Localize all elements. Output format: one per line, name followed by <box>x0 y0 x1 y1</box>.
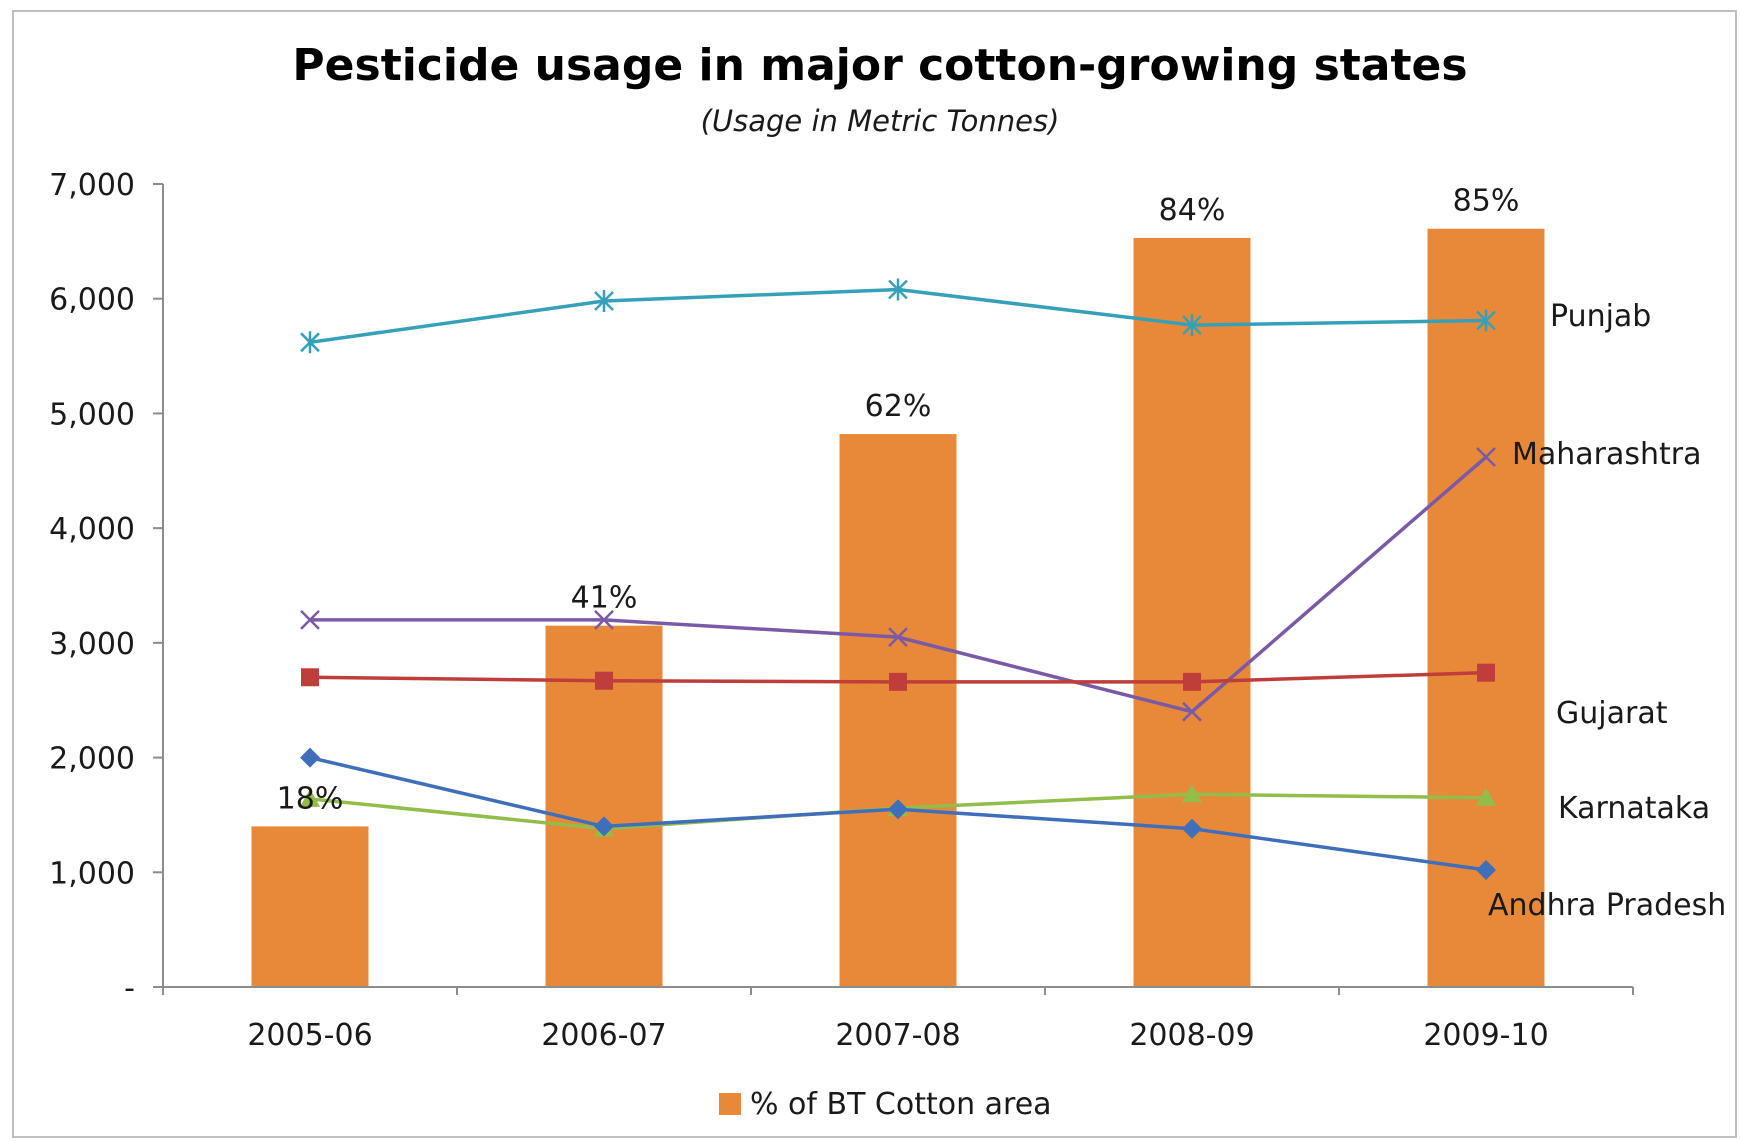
series-label-punjab: Punjab <box>1550 299 1651 334</box>
point-karnataka-2005-06 <box>300 788 320 807</box>
point-maharashtra-2007-08 <box>888 627 908 648</box>
legend-label-bt-cotton: % of BT Cotton area <box>750 1087 1052 1122</box>
x-tick-label: 2005-06 <box>247 1018 372 1053</box>
y-tick-label: 4,000 <box>49 512 135 547</box>
point-andhra-pradesh-2008-09 <box>1182 818 1202 839</box>
x-tick-label: 2007-08 <box>835 1018 960 1053</box>
bar-data-label-2005-06: 18% <box>277 781 344 816</box>
point-gujarat-2008-09 <box>1183 672 1201 691</box>
series-label-maharashtra: Maharashtra <box>1512 437 1702 472</box>
y-tick-label: 1,000 <box>49 856 135 891</box>
point-gujarat-2006-07 <box>595 671 613 690</box>
legend-swatch-bt-cotton <box>719 1093 741 1115</box>
bar-2007-08 <box>839 434 957 987</box>
point-gujarat-2009-10 <box>1477 663 1495 682</box>
series-label-gujarat: Gujarat <box>1556 696 1668 731</box>
point-andhra-pradesh-2009-10 <box>1476 859 1496 880</box>
point-gujarat-2005-06 <box>301 668 319 687</box>
series-label-andhra-pradesh: Andhra Pradesh <box>1488 888 1726 923</box>
series-gujarat <box>301 663 1495 691</box>
bar-data-label-2007-08: 62% <box>865 389 932 424</box>
bar-data-label-2006-07: 41% <box>571 581 638 616</box>
bars-layer <box>251 228 1545 987</box>
point-maharashtra-2009-10 <box>1476 447 1496 467</box>
y-tick-label: 6,000 <box>49 283 135 318</box>
chart-subtitle: (Usage in Metric Tonnes) <box>701 104 1060 138</box>
x-tick-label: 2006-07 <box>541 1018 666 1053</box>
series-label-karnataka: Karnataka <box>1558 791 1710 826</box>
x-tick-label: 2009-10 <box>1423 1018 1548 1053</box>
y-tick-label: - <box>124 971 135 1006</box>
point-punjab-2006-07 <box>594 290 614 313</box>
point-punjab-2007-08 <box>888 278 908 301</box>
y-tick-label: 5,000 <box>49 397 135 432</box>
series-maharashtra <box>300 447 1496 722</box>
point-maharashtra-2008-09 <box>1182 701 1202 722</box>
x-tick-label: 2008-09 <box>1129 1018 1254 1053</box>
point-karnataka-2008-09 <box>1182 784 1202 803</box>
x-axis: 2005-06 2006-07 2007-08 2008-09 2009-10 <box>162 986 1634 1053</box>
point-karnataka-2009-10 <box>1476 787 1496 806</box>
chart-title: Pesticide usage in major cotton-growing … <box>292 40 1467 91</box>
bar-2005-06 <box>251 826 369 987</box>
series-andhra-pradesh <box>300 747 1496 880</box>
point-punjab-2008-09 <box>1182 314 1202 337</box>
point-punjab-2009-10 <box>1476 309 1496 332</box>
bar-2008-09 <box>1133 237 1251 987</box>
bar-labels-layer: 18% 41% 62% 84% 85% <box>277 184 1520 817</box>
legend: % of BT Cotton area <box>719 1087 1052 1122</box>
point-maharashtra-2006-07 <box>594 610 614 630</box>
y-tick-label: 7,000 <box>49 168 135 203</box>
point-andhra-pradesh-2005-06 <box>300 747 320 768</box>
point-andhra-pradesh-2007-08 <box>888 799 908 820</box>
bar-data-label-2009-10: 85% <box>1453 184 1520 219</box>
point-punjab-2005-06 <box>300 331 320 354</box>
point-maharashtra-2005-06 <box>300 610 320 630</box>
y-tick-label: 2,000 <box>49 742 135 777</box>
point-andhra-pradesh-2006-07 <box>594 816 614 837</box>
bar-data-label-2008-09: 84% <box>1159 193 1226 228</box>
y-tick-label: 3,000 <box>49 627 135 662</box>
point-gujarat-2007-08 <box>889 672 907 691</box>
series-punjab <box>300 278 1496 354</box>
lines-layer <box>300 278 1496 880</box>
series-labels-layer: Punjab Maharashtra Gujarat Karnataka Andhra … <box>1488 299 1726 923</box>
y-axis: - 1,000 2,000 3,000 4,000 5,000 6,000 7,000 <box>49 168 164 1006</box>
